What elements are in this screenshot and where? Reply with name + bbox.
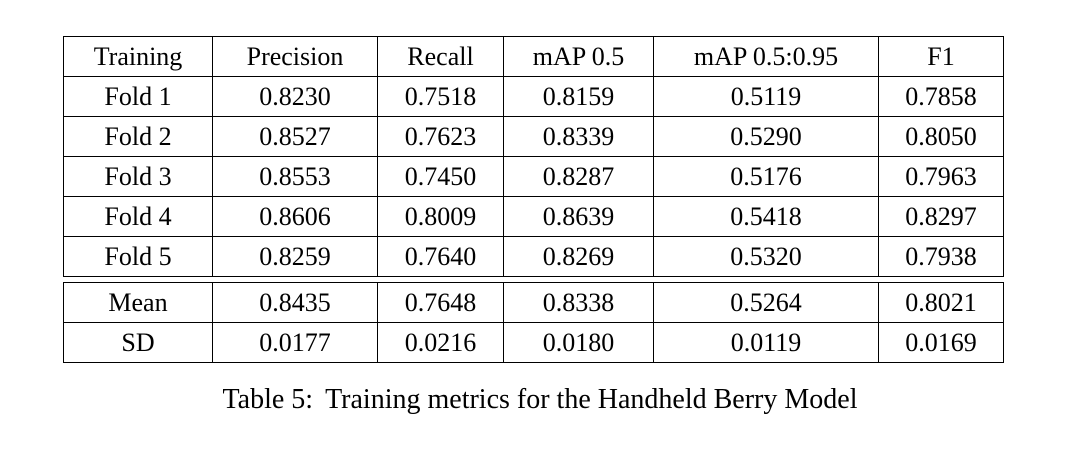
- training-metrics-table: Training Precision Recall mAP 0.5 mAP 0.…: [63, 36, 1004, 363]
- table-cell: 0.8527: [212, 116, 378, 157]
- table-cell: 0.0169: [878, 322, 1004, 363]
- table-cell: 0.8606: [212, 196, 378, 237]
- table-row-fold-1: Fold 1 0.8230 0.7518 0.8159 0.5119 0.785…: [63, 76, 1004, 117]
- table-header-row: Training Precision Recall mAP 0.5 mAP 0.…: [63, 36, 1004, 77]
- table-cell: 0.8009: [377, 196, 504, 237]
- table-cell: 0.7450: [377, 156, 504, 197]
- table-row-mean: Mean 0.8435 0.7648 0.8338 0.5264 0.8021: [63, 282, 1004, 323]
- table-cell: 0.8159: [503, 76, 654, 117]
- table-cell: 0.0177: [212, 322, 378, 363]
- table-cell: 0.7858: [878, 76, 1004, 117]
- row-label: Fold 5: [63, 236, 213, 277]
- header-cell-map05: mAP 0.5: [503, 36, 654, 77]
- row-label: Mean: [63, 282, 213, 323]
- table-cell: 0.8297: [878, 196, 1004, 237]
- table-cell: 0.8230: [212, 76, 378, 117]
- table-cell: 0.8259: [212, 236, 378, 277]
- table-cell: 0.8338: [503, 282, 654, 323]
- table-cell: 0.5418: [653, 196, 879, 237]
- table-cell: 0.5119: [653, 76, 879, 117]
- table-cell: 0.8435: [212, 282, 378, 323]
- table-row-fold-4: Fold 4 0.8606 0.8009 0.8639 0.5418 0.829…: [63, 196, 1004, 237]
- table-cell: 0.0119: [653, 322, 879, 363]
- table-cell: 0.5320: [653, 236, 879, 277]
- table-cell: 0.5264: [653, 282, 879, 323]
- row-label: Fold 2: [63, 116, 213, 157]
- table-row-fold-2: Fold 2 0.8527 0.7623 0.8339 0.5290 0.805…: [63, 116, 1004, 157]
- table-cell: 0.8553: [212, 156, 378, 197]
- table-row-fold-3: Fold 3 0.8553 0.7450 0.8287 0.5176 0.796…: [63, 156, 1004, 197]
- row-label: SD: [63, 322, 213, 363]
- table-cell: 0.7938: [878, 236, 1004, 277]
- row-label: Fold 1: [63, 76, 213, 117]
- table-cell: 0.5290: [653, 116, 879, 157]
- metrics-table-main: Training Precision Recall mAP 0.5 mAP 0.…: [63, 36, 1004, 277]
- row-label: Fold 4: [63, 196, 213, 237]
- table-row-fold-5: Fold 5 0.8259 0.7640 0.8269 0.5320 0.793…: [63, 236, 1004, 277]
- table-cell: 0.7640: [377, 236, 504, 277]
- table-cell: 0.8639: [503, 196, 654, 237]
- header-cell-recall: Recall: [377, 36, 504, 77]
- table-cell: 0.0180: [503, 322, 654, 363]
- table-cell: 0.8287: [503, 156, 654, 197]
- table-cell: 0.8339: [503, 116, 654, 157]
- table-cell: 0.7648: [377, 282, 504, 323]
- caption-label: Table 5:: [222, 384, 314, 415]
- table-cell: 0.7963: [878, 156, 1004, 197]
- header-cell-f1: F1: [878, 36, 1004, 77]
- header-cell-map0595: mAP 0.5:0.95: [653, 36, 879, 77]
- header-cell-training: Training: [63, 36, 213, 77]
- table-caption: Table 5: Training metrics for the Handhel…: [0, 384, 1080, 416]
- table-cell: 0.7518: [377, 76, 504, 117]
- caption-text: Training metrics for the Handheld Berry …: [325, 384, 858, 415]
- header-cell-precision: Precision: [212, 36, 378, 77]
- table-cell: 0.8050: [878, 116, 1004, 157]
- metrics-table-summary: Mean 0.8435 0.7648 0.8338 0.5264 0.8021 …: [63, 282, 1004, 363]
- row-label: Fold 3: [63, 156, 213, 197]
- table-row-sd: SD 0.0177 0.0216 0.0180 0.0119 0.0169: [63, 322, 1004, 363]
- table-cell: 0.0216: [377, 322, 504, 363]
- table-cell: 0.7623: [377, 116, 504, 157]
- table-cell: 0.5176: [653, 156, 879, 197]
- table-cell: 0.8021: [878, 282, 1004, 323]
- table-cell: 0.8269: [503, 236, 654, 277]
